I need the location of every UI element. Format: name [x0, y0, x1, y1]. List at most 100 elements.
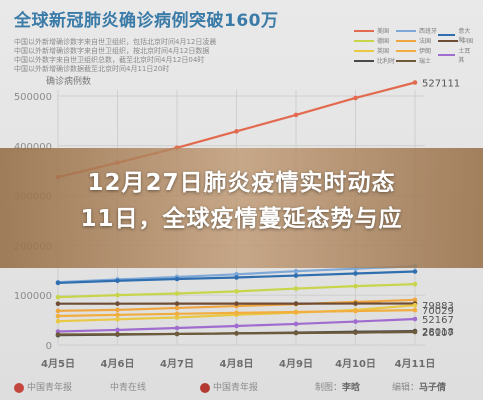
footer-credit: 制图：李晗 [315, 383, 361, 393]
data-point [353, 283, 358, 289]
data-point [115, 307, 120, 313]
data-point [412, 281, 418, 287]
data-point [115, 327, 120, 333]
legend-swatch [354, 49, 374, 52]
source-line-1: 中国以外新增确诊数字来自世卫组织，包括北京时间4月12日凌晨 [14, 38, 217, 46]
data-point [293, 321, 299, 327]
legend-item: 英国 [354, 46, 389, 55]
data-point [55, 308, 61, 314]
data-point [115, 278, 120, 284]
x-tick-label: 4月9日 [279, 358, 313, 370]
legend-swatch [396, 29, 416, 32]
y-tick-label: 500000 [14, 92, 52, 103]
data-point [174, 291, 180, 296]
source-line-2: 中国以外新增确诊数字来自世卫组织，按北京时间4月12日数据 [14, 47, 210, 55]
data-label: 79883 [422, 301, 454, 312]
cyol-logo-icon [200, 382, 210, 393]
legend-label: 瑞士 [419, 58, 432, 65]
data-point [293, 112, 299, 118]
data-point [55, 318, 61, 324]
data-point [174, 276, 180, 282]
x-tick-label: 4月5日 [41, 358, 75, 370]
headline-line-1: 12月27日肺炎疫情实时动态 [87, 170, 396, 196]
newspaper-logo-icon [14, 382, 24, 393]
data-point [55, 280, 61, 286]
legend-label: 美国 [377, 28, 390, 35]
chart-title: 全球新冠肺炎确诊病例突破160万 [14, 11, 279, 31]
footer-logo-2: 中青在线 [110, 383, 147, 393]
footer-logo-1: 中国青年报 [14, 380, 72, 393]
x-tick-label: 4月7日 [160, 358, 194, 370]
data-point [234, 289, 239, 294]
y-tick-label: 0 [46, 341, 52, 352]
data-point [234, 272, 239, 277]
x-tick-label: 4月8日 [220, 358, 254, 370]
legend-label: 德国 [377, 38, 390, 45]
data-point [412, 316, 418, 322]
footer-editor: 编辑：马子倩 [392, 383, 447, 393]
data-point [174, 305, 180, 311]
data-point [115, 331, 120, 337]
legend-swatch [354, 39, 374, 42]
data-point [234, 301, 239, 306]
x-tick-label: 4月10日 [335, 358, 376, 370]
legend-label: 意大利 [458, 28, 471, 44]
data-label: 28018 [422, 327, 454, 338]
y-tick-label: 400000 [14, 142, 52, 153]
data-point [353, 95, 358, 101]
legend-item: 德国 [354, 36, 389, 45]
legend-label: 土耳其 [458, 48, 471, 64]
legend-swatch [396, 49, 416, 52]
legend-label: 西班牙 [419, 28, 438, 35]
legend-item: 意大利 [438, 26, 474, 44]
data-point [234, 275, 239, 280]
legend-item: 中国 [438, 36, 473, 45]
data-label: 70029 [422, 306, 454, 317]
data-point [412, 302, 418, 308]
data-point [115, 292, 120, 298]
source-line-3: 中国以外数字来自世卫组织总数，截至北京时间4月12日04时 [14, 56, 205, 64]
data-point [293, 301, 299, 306]
data-point [115, 316, 120, 322]
legend-item: 瑞士 [396, 56, 431, 65]
data-point [115, 301, 120, 306]
legend-item: 比利时 [354, 56, 395, 65]
data-point [55, 301, 61, 307]
data-point [293, 309, 299, 315]
data-point [353, 319, 358, 324]
data-point [412, 297, 418, 303]
data-point [293, 268, 299, 274]
data-point [353, 271, 358, 276]
data-point [234, 310, 239, 316]
data-point [174, 301, 180, 306]
data-point [174, 311, 180, 317]
data-point [55, 332, 61, 337]
data-point [55, 294, 61, 300]
data-point [234, 323, 239, 329]
data-point [412, 80, 418, 85]
headline-banner [0, 148, 483, 268]
data-point [293, 286, 299, 291]
legend-swatch [354, 29, 374, 32]
data-point [115, 312, 120, 318]
data-point [412, 329, 418, 335]
legend-item: 法国 [396, 36, 431, 45]
legend-swatch [396, 59, 416, 62]
data-label: 26107 [422, 328, 454, 339]
data-label: 52167 [422, 315, 454, 326]
data-point [293, 273, 299, 278]
legend-swatch [438, 34, 456, 36]
legend-swatch [396, 39, 416, 42]
legend-label: 法国 [419, 38, 432, 45]
y-tick-label: 100000 [14, 291, 52, 302]
data-point [293, 330, 299, 336]
legend-item: 西班牙 [396, 26, 437, 35]
data-point [353, 330, 358, 335]
legend-label: 英国 [377, 48, 390, 55]
legend-label: 比利时 [377, 58, 396, 65]
legend-item: 美国 [354, 26, 389, 35]
source-line-4: 中国以外新增确诊数据截至北京时间4月11日20时 [14, 65, 170, 73]
data-point [55, 313, 61, 319]
